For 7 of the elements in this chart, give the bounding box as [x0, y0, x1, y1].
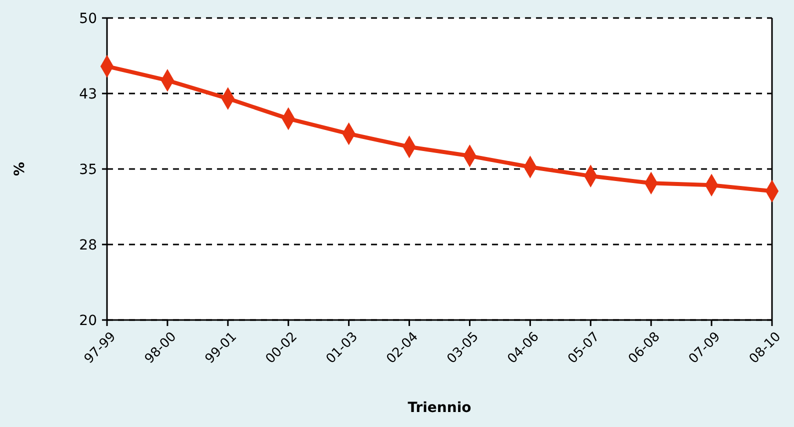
y-tick-label: 35 — [79, 162, 97, 178]
y-axis-title: % — [12, 162, 28, 176]
y-tick-label: 20 — [79, 312, 97, 329]
y-tick-label: 43 — [79, 86, 97, 102]
y-tick-label: 28 — [79, 237, 97, 254]
y-tick-label: 50 — [79, 10, 97, 27]
x-axis-title: Triennio — [408, 400, 472, 416]
